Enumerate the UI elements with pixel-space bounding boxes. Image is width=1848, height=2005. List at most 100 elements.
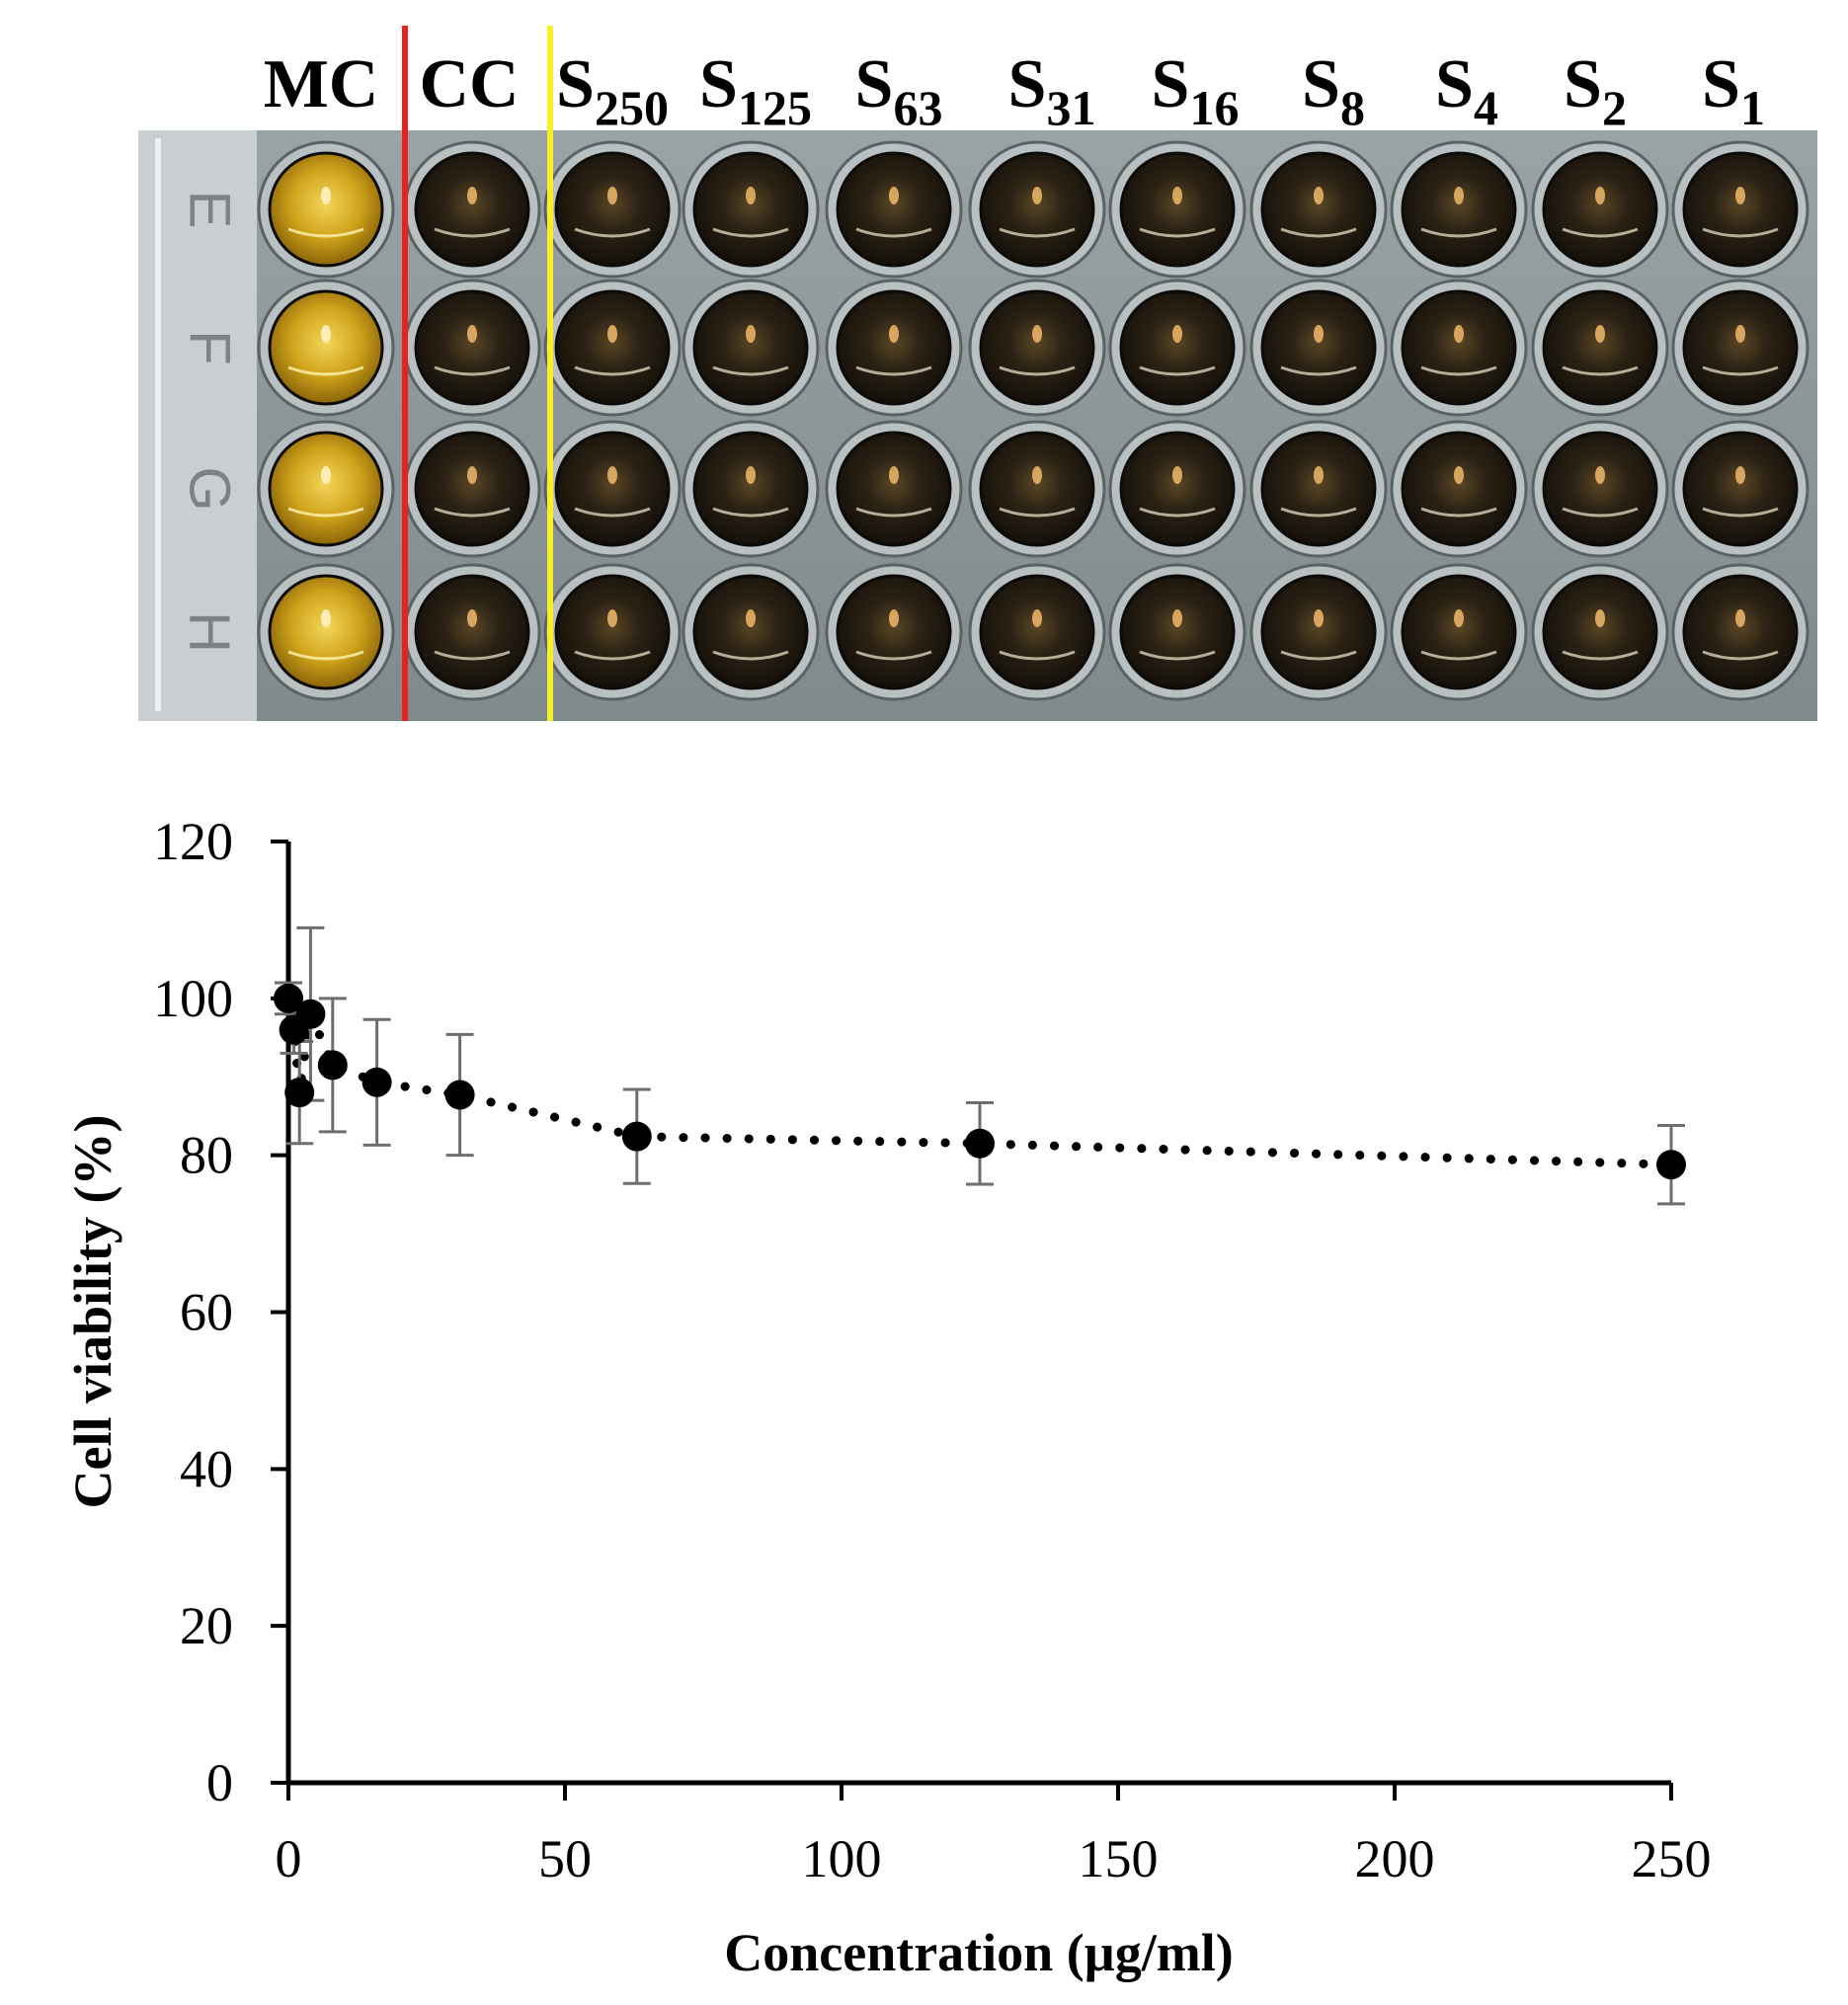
x-tick-label: 50 <box>538 1829 592 1888</box>
column-label: S8 <box>1302 46 1365 135</box>
x-axis-ticks: 0 50 100 150 200 250 <box>276 1783 1712 1888</box>
y-tick-label: 20 <box>180 1596 233 1655</box>
plate-row-letters: E F G H <box>178 191 242 653</box>
well <box>825 420 963 558</box>
well <box>1531 279 1669 417</box>
column-label: S4 <box>1435 46 1498 135</box>
well <box>543 140 682 279</box>
column-label-main: S <box>1564 46 1602 122</box>
column-label-subscript: 1 <box>1740 80 1765 135</box>
well <box>1390 279 1528 417</box>
column-label-main: MC <box>264 46 379 122</box>
well <box>403 279 541 417</box>
well <box>1249 563 1388 701</box>
column-label-main: S <box>699 46 738 122</box>
well <box>968 420 1106 558</box>
column-label-subscript: 125 <box>738 80 812 135</box>
column-label-main: CC <box>419 46 519 122</box>
well <box>543 279 682 417</box>
column-label: S63 <box>855 46 943 135</box>
well <box>682 279 820 417</box>
well <box>1671 279 1809 417</box>
trend-line-dotted <box>283 994 1676 1169</box>
well <box>1249 140 1388 279</box>
row-letter: H <box>178 611 242 653</box>
column-label-main: S <box>855 46 894 122</box>
well-medium-control <box>257 420 395 558</box>
well <box>543 420 682 558</box>
well <box>1390 140 1528 279</box>
column-label-main: S <box>1702 46 1740 122</box>
column-label: S1 <box>1702 46 1765 135</box>
column-label-subscript: 16 <box>1189 80 1239 135</box>
column-label: S125 <box>699 46 812 135</box>
viability-chart: 0 20 40 60 80 100 120 0 50 100 150 200 250 Cell via… <box>63 812 1712 1982</box>
data-point <box>362 1067 392 1097</box>
column-label-main: S <box>1435 46 1474 122</box>
well <box>1390 563 1528 701</box>
data-point <box>274 983 303 1013</box>
x-axis-title: Concentration (µg/ml) <box>724 1923 1234 1982</box>
x-tick-label: 100 <box>802 1829 882 1888</box>
well <box>543 563 682 701</box>
column-label: S250 <box>556 46 669 135</box>
column-label: S2 <box>1564 46 1627 135</box>
plate-wells <box>257 140 1809 701</box>
column-label: CC <box>419 46 519 122</box>
column-label-subscript: 250 <box>595 80 669 135</box>
x-tick-label: 200 <box>1355 1829 1435 1888</box>
column-label-subscript: 63 <box>893 80 942 135</box>
x-tick-label: 250 <box>1632 1829 1712 1888</box>
well-medium-control <box>257 140 395 279</box>
y-axis-ticks: 0 20 40 60 80 100 120 <box>153 812 288 1812</box>
well <box>1108 563 1246 701</box>
column-label-subscript: 31 <box>1046 80 1095 135</box>
column-label-main: S <box>556 46 595 122</box>
data-point <box>965 1128 995 1159</box>
well <box>403 420 541 558</box>
column-label-main: S <box>1302 46 1340 122</box>
well <box>1531 140 1669 279</box>
column-label: MC <box>264 46 379 122</box>
x-tick-label: 0 <box>276 1829 302 1888</box>
well-medium-control <box>257 279 395 417</box>
trend-line <box>283 994 1676 1169</box>
well <box>682 140 820 279</box>
well <box>825 279 963 417</box>
column-label: S16 <box>1152 46 1240 135</box>
data-point <box>317 1050 348 1081</box>
y-tick-label: 80 <box>180 1126 233 1185</box>
well <box>1390 420 1528 558</box>
y-tick-label: 60 <box>180 1283 233 1342</box>
well-medium-control <box>257 563 395 701</box>
data-point <box>444 1080 475 1110</box>
well <box>1671 140 1809 279</box>
well <box>1671 420 1809 558</box>
y-tick-label: 40 <box>180 1439 233 1498</box>
y-tick-label: 0 <box>206 1753 233 1812</box>
well <box>403 563 541 701</box>
well <box>1108 279 1246 417</box>
data-point <box>295 999 326 1029</box>
well <box>968 563 1106 701</box>
well <box>1108 140 1246 279</box>
well <box>682 420 820 558</box>
column-label-subscript: 8 <box>1340 80 1365 135</box>
column-label-main: S <box>1152 46 1190 122</box>
data-point <box>1656 1150 1686 1180</box>
data-points <box>274 983 1686 1180</box>
error-bars <box>275 925 1685 1206</box>
well <box>825 563 963 701</box>
well <box>1249 420 1388 558</box>
column-label-main: S <box>1008 46 1047 122</box>
x-tick-label: 150 <box>1079 1829 1159 1888</box>
column-label-subscript: 2 <box>1602 80 1627 135</box>
plate-column-labels: MC CC S250 S125 S63 S31 S16 S8 S4 S2 S1 <box>264 46 1765 135</box>
well <box>682 563 820 701</box>
y-axis-title: Cell viability (%) <box>63 1115 122 1509</box>
y-tick-label: 120 <box>153 812 233 871</box>
column-label-subscript: 4 <box>1474 80 1498 135</box>
well <box>1531 563 1669 701</box>
